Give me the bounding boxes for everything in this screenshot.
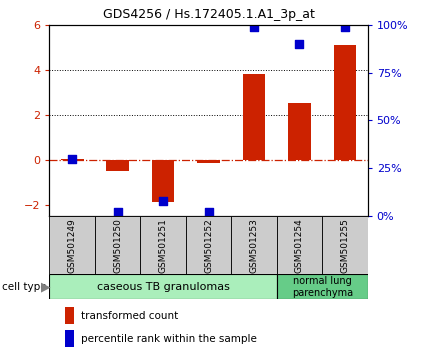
Text: caseous TB granulomas: caseous TB granulomas (97, 282, 230, 292)
Text: GSM501250: GSM501250 (113, 218, 122, 273)
Bar (197, 160, 220, 163)
Title: GDS4256 / Hs.172405.1.A1_3p_at: GDS4256 / Hs.172405.1.A1_3p_at (103, 8, 314, 21)
Text: GSM501254: GSM501254 (295, 218, 304, 273)
Bar (65, 330, 74, 347)
FancyBboxPatch shape (140, 216, 186, 274)
Text: cell type: cell type (2, 282, 47, 292)
Bar (61, 159, 83, 160)
Bar (334, 45, 356, 160)
FancyBboxPatch shape (49, 216, 95, 274)
FancyBboxPatch shape (95, 216, 140, 274)
Point (341, 24, 348, 29)
Point (205, 209, 212, 215)
Point (114, 209, 121, 215)
FancyBboxPatch shape (322, 216, 368, 274)
Text: ▶: ▶ (41, 280, 50, 293)
Point (251, 24, 258, 29)
FancyBboxPatch shape (49, 274, 277, 299)
FancyBboxPatch shape (186, 216, 231, 274)
Point (69, 156, 76, 161)
FancyBboxPatch shape (231, 216, 277, 274)
Bar (243, 74, 265, 160)
Text: GSM501252: GSM501252 (204, 218, 213, 273)
FancyBboxPatch shape (277, 216, 322, 274)
Bar (288, 103, 311, 160)
Text: normal lung
parenchyma: normal lung parenchyma (292, 276, 353, 298)
Bar (65, 307, 74, 324)
Bar (106, 160, 129, 171)
Text: GSM501255: GSM501255 (341, 218, 350, 273)
Bar (152, 160, 175, 202)
Text: percentile rank within the sample: percentile rank within the sample (81, 333, 257, 343)
Text: GSM501253: GSM501253 (249, 218, 258, 273)
FancyBboxPatch shape (277, 274, 368, 299)
Text: GSM501251: GSM501251 (159, 218, 168, 273)
Text: transformed count: transformed count (81, 311, 178, 321)
Point (160, 198, 166, 204)
Point (296, 41, 303, 47)
Text: GSM501249: GSM501249 (68, 218, 77, 273)
